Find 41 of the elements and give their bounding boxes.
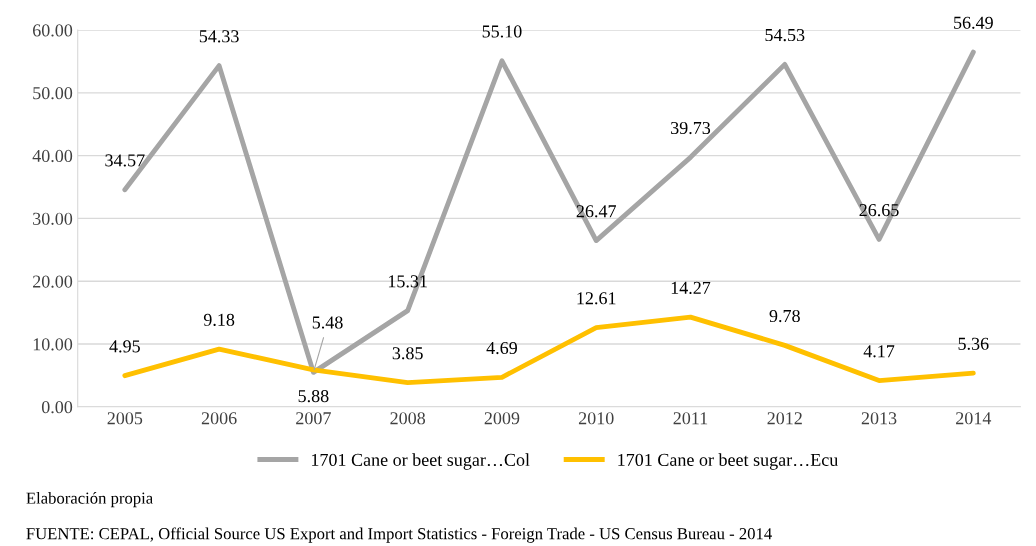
data-label: 34.57: [105, 154, 145, 167]
data-label: 55.10: [482, 25, 522, 38]
data-label: 26.47: [576, 205, 617, 218]
data-label: 26.65: [859, 204, 899, 217]
y-tick-label: 40.00: [32, 149, 73, 163]
data-label: 5.48: [312, 316, 343, 329]
data-label: 14.27: [671, 281, 711, 294]
x-tick-label: 2006: [201, 412, 237, 425]
x-tick-label: 2008: [390, 412, 426, 425]
data-label: 54.33: [199, 30, 239, 43]
x-tick-label: 2012: [767, 412, 802, 425]
x-tick-label: 2011: [673, 412, 708, 425]
x-tick-label: 2010: [578, 412, 614, 425]
y-tick-label: 30.00: [33, 212, 73, 225]
data-label: 39.73: [671, 121, 711, 135]
data-label: 4.95: [109, 340, 140, 353]
y-tick-label: 0.00: [41, 401, 73, 414]
source-note: FUENTE: CEPAL, Official Source US Export and Import Statistics - Foreign Trade - US Census Bureau - 2014: [26, 527, 772, 543]
x-tick-label: 2013: [861, 412, 897, 425]
data-label: 9.78: [769, 309, 800, 323]
data-label: 12.61: [577, 292, 616, 305]
data-label: 54.53: [765, 28, 805, 42]
data-label: 56.49: [954, 16, 993, 29]
x-tick-label: 2014: [956, 412, 992, 425]
data-label: 15.31: [388, 275, 427, 288]
text: Elaboración propia: [26, 492, 153, 508]
data-label: 5.88: [298, 389, 329, 403]
y-tick-label: 50.00: [33, 87, 73, 100]
data-label: 5.36: [958, 337, 989, 350]
y-tick-label: 60.00: [32, 24, 73, 37]
data-label: 3.85: [392, 347, 423, 360]
x-tick-label: 2005: [107, 412, 143, 425]
legend-label: 1701 Cane or beet sugar…Col: [311, 453, 530, 470]
data-label: 4.17: [863, 345, 895, 358]
legend-label: 1701 Cane or beet sugar…Ecu: [618, 453, 838, 470]
x-tick-label: 2009: [484, 412, 520, 425]
y-tick-label: 10.00: [33, 338, 73, 351]
y-tick-label: 20.00: [33, 275, 73, 288]
x-tick-label: 2007: [296, 412, 331, 425]
data-label: 4.69: [486, 341, 517, 355]
data-label: 9.18: [203, 313, 235, 326]
